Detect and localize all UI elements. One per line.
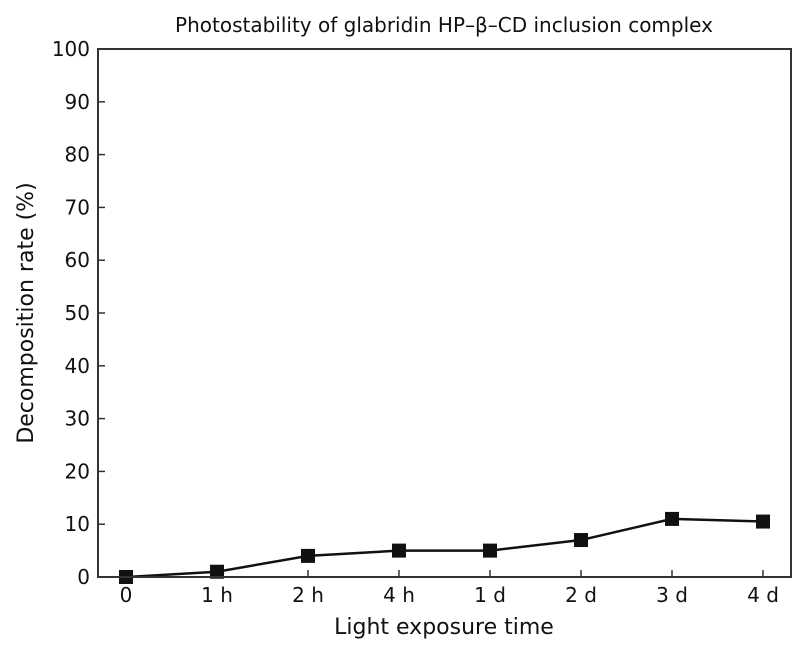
x-tick-label: 4 d <box>747 583 779 607</box>
x-tick-label: 1 d <box>474 583 506 607</box>
y-tick-label: 0 <box>77 565 90 589</box>
x-tick-label: 2 d <box>565 583 597 607</box>
y-tick-label: 40 <box>65 354 90 378</box>
y-tick-label: 50 <box>65 301 90 325</box>
x-axis-label: Light exposure time <box>334 615 554 640</box>
plot-frame <box>97 48 792 578</box>
y-axis-ticks: 0 10 20 30 40 50 60 70 80 90 100 <box>52 37 105 589</box>
x-tick-label: 3 d <box>656 583 688 607</box>
data-point <box>483 543 497 558</box>
y-tick-label: 10 <box>65 512 90 536</box>
data-point <box>210 564 224 579</box>
x-axis-ticks: 0 1 h 2 h 4 h 1 d 2 d 3 d 4 d <box>120 570 779 607</box>
data-point <box>665 511 679 526</box>
y-tick-label: 80 <box>65 143 90 167</box>
data-point <box>574 533 588 548</box>
y-tick-label: 100 <box>52 37 90 61</box>
y-tick-label: 90 <box>65 90 90 114</box>
y-tick-label: 30 <box>65 407 90 431</box>
y-tick-label: 60 <box>65 248 90 272</box>
y-tick-label: 70 <box>65 195 90 219</box>
data-point <box>301 548 315 563</box>
x-tick-label: 1 h <box>201 583 233 607</box>
x-tick-label: 2 h <box>292 583 324 607</box>
y-axis-label: Decomposition rate (%) <box>14 182 39 443</box>
chart-title: Photostability of glabridin HP–β–CD incl… <box>175 13 713 37</box>
data-point <box>392 543 406 558</box>
y-tick-label: 20 <box>65 459 90 483</box>
data-point <box>756 514 770 529</box>
x-tick-label: 4 h <box>383 583 415 607</box>
series-line <box>125 517 764 579</box>
x-tick-label: 0 <box>120 583 133 607</box>
